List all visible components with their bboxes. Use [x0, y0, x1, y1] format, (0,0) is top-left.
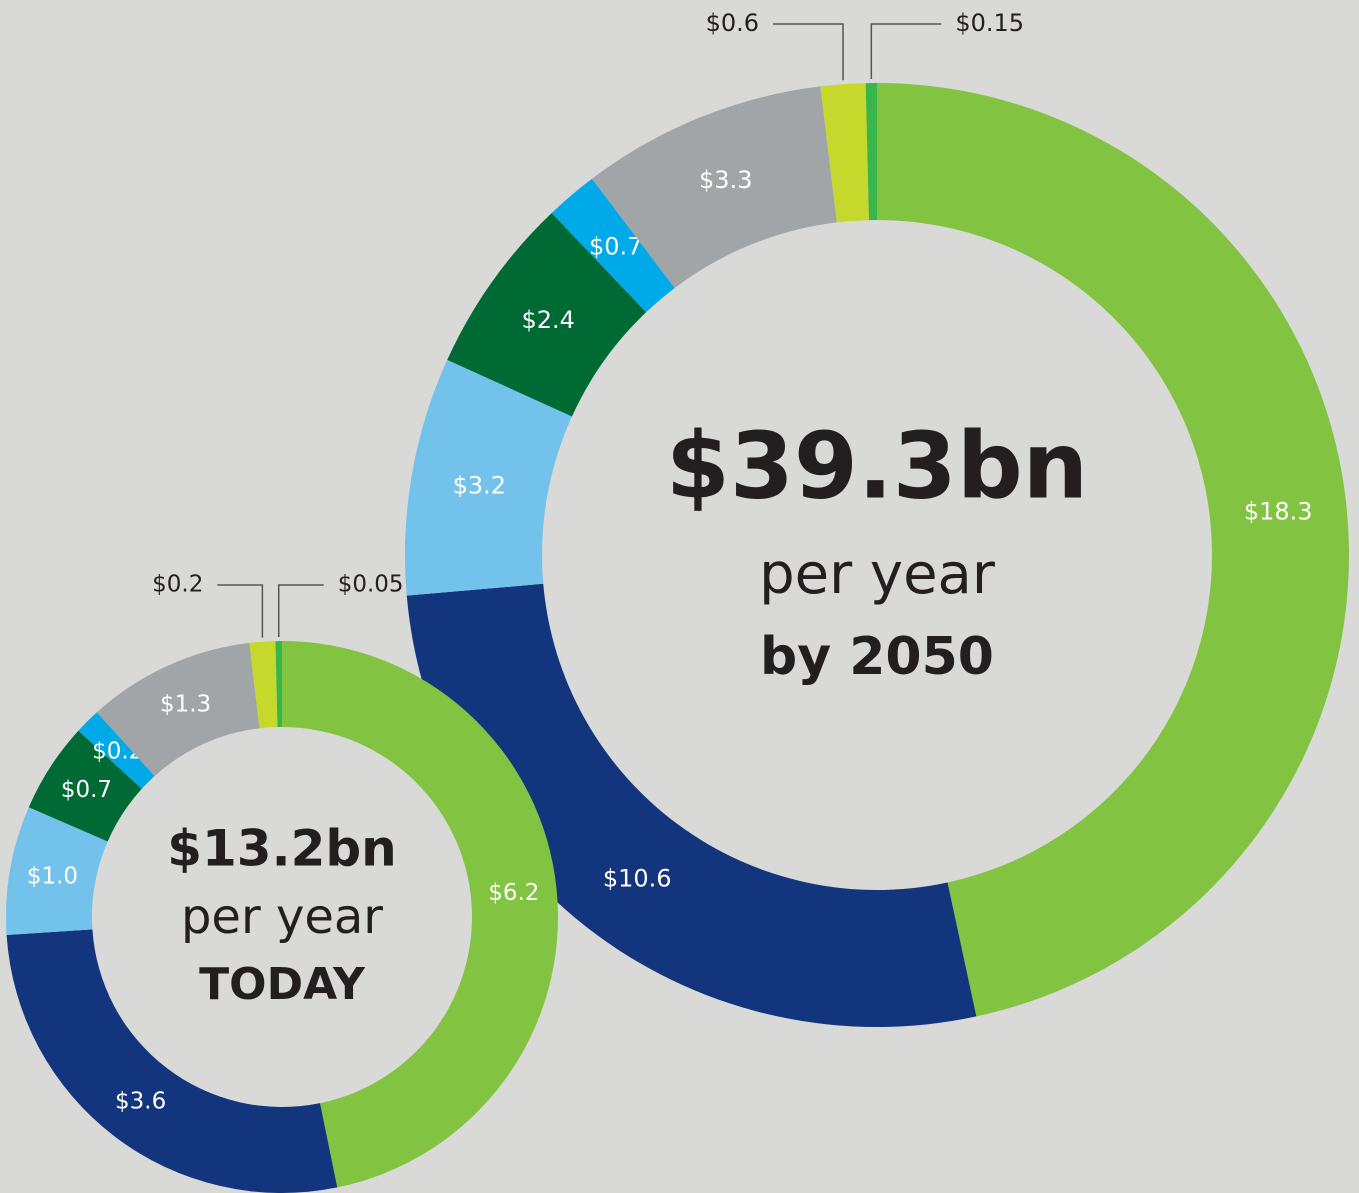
value-label: $2.4 — [521, 306, 574, 334]
donut-segment — [820, 83, 869, 223]
donut-segment — [78, 712, 155, 789]
value-label: $3.6 — [115, 1089, 166, 1115]
donut-segment — [877, 83, 1350, 1017]
value-label: $3.2 — [453, 472, 506, 500]
center-text: per year — [181, 889, 383, 945]
value-label: $1.3 — [160, 691, 211, 717]
value-label: $0.7 — [61, 777, 112, 803]
value-label: $0.05 — [338, 572, 404, 598]
donut-segment — [28, 730, 142, 842]
leader-line — [870, 23, 942, 80]
center-text: $39.3bn — [666, 412, 1088, 519]
donut-segment — [275, 641, 282, 728]
donut-segment — [282, 641, 559, 1188]
value-label: $1.0 — [27, 864, 78, 890]
donut-segment — [591, 86, 837, 288]
leader-line — [217, 584, 264, 638]
value-label: $18.3 — [1244, 497, 1313, 525]
center-text: per year — [759, 542, 996, 607]
center-text: $13.2bn — [167, 820, 397, 878]
donut-segment — [249, 641, 278, 729]
center-text: by 2050 — [760, 627, 994, 687]
donut-segment — [447, 213, 647, 417]
donut-segment — [405, 359, 572, 596]
value-label: $0.7 — [589, 233, 642, 261]
value-label: $3.3 — [699, 166, 752, 194]
donut-segment — [5, 807, 108, 935]
value-label: $6.2 — [488, 880, 539, 906]
center-text: TODAY — [199, 959, 366, 1010]
value-label: $0.6 — [706, 9, 759, 37]
donut-segment — [96, 642, 260, 777]
donut-segment — [406, 583, 977, 1027]
leader-line — [773, 23, 844, 81]
donut-segment — [551, 178, 675, 313]
leader-line — [277, 584, 324, 638]
value-label: $10.6 — [603, 865, 672, 893]
value-label: $0.2 — [152, 572, 203, 598]
donut-segment — [865, 83, 877, 221]
donut-segment — [6, 929, 338, 1193]
value-label: $0.15 — [955, 9, 1024, 37]
